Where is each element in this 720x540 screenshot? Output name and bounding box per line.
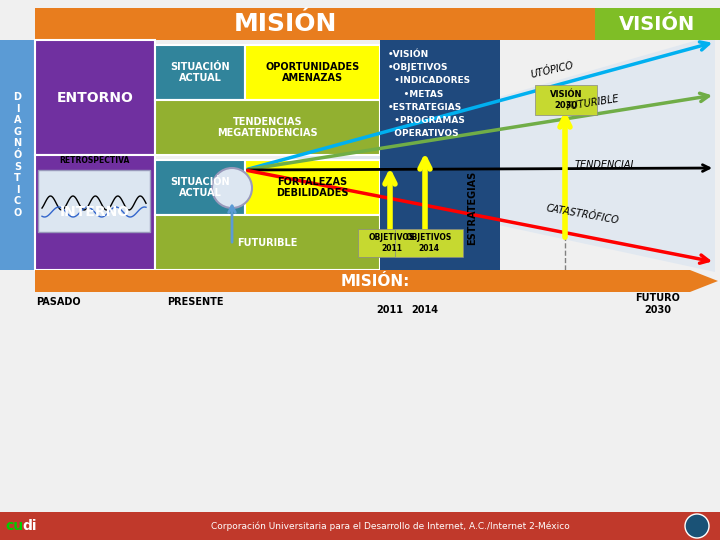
Text: Corporación Universitaria para el Desarrollo de Internet, A.C./Internet 2-México: Corporación Universitaria para el Desarr…: [211, 521, 570, 531]
Text: TENDENCIAL: TENDENCIAL: [575, 160, 637, 170]
Polygon shape: [690, 270, 718, 292]
Text: TENDENCIAS
MEGATENDENCIAS: TENDENCIAS MEGATENDENCIAS: [217, 117, 318, 138]
Text: 2014: 2014: [412, 305, 438, 315]
FancyBboxPatch shape: [35, 8, 595, 40]
Text: SITUACIÓN
ACTUAL: SITUACIÓN ACTUAL: [170, 177, 230, 198]
FancyBboxPatch shape: [155, 215, 380, 270]
FancyBboxPatch shape: [35, 40, 155, 155]
Text: PRESENTE: PRESENTE: [167, 297, 223, 307]
Text: •VISIÓN
•OBJETIVOS
  •INDICADORES
     •METAS
•ESTRATEGIAS
  •PROGRAMAS
  OPERAT: •VISIÓN •OBJETIVOS •INDICADORES •METAS •…: [388, 50, 470, 138]
FancyBboxPatch shape: [0, 512, 720, 540]
FancyBboxPatch shape: [245, 45, 380, 100]
Text: VISIÓN
2030: VISIÓN 2030: [550, 90, 582, 110]
FancyBboxPatch shape: [380, 40, 500, 270]
Text: PASADO: PASADO: [36, 297, 81, 307]
FancyBboxPatch shape: [155, 100, 380, 155]
Text: SITUACIÓN
ACTUAL: SITUACIÓN ACTUAL: [170, 62, 230, 83]
Text: OBJETIVOS
2014: OBJETIVOS 2014: [406, 233, 452, 253]
Text: D
I
A
G
N
Ó
S
T
I
C
O: D I A G N Ó S T I C O: [14, 92, 22, 218]
Text: UTÓPICO: UTÓPICO: [530, 60, 575, 80]
Text: RETROSPECTIVA: RETROSPECTIVA: [59, 156, 129, 165]
Text: INTERNO: INTERNO: [60, 206, 130, 219]
FancyBboxPatch shape: [35, 270, 690, 292]
Circle shape: [685, 514, 709, 538]
Text: CATASTRÓFICO: CATASTRÓFICO: [545, 204, 619, 226]
FancyBboxPatch shape: [35, 155, 155, 270]
FancyBboxPatch shape: [535, 85, 597, 115]
FancyBboxPatch shape: [245, 160, 380, 215]
Text: ENTORNO: ENTORNO: [57, 91, 133, 105]
Text: cu: cu: [5, 519, 23, 533]
Text: VISIÓN: VISIÓN: [619, 15, 695, 33]
FancyBboxPatch shape: [155, 160, 245, 215]
FancyBboxPatch shape: [595, 8, 720, 40]
FancyBboxPatch shape: [155, 45, 245, 100]
Text: FUTURO
2030: FUTURO 2030: [636, 293, 680, 315]
Text: MISIÓN:: MISIÓN:: [341, 273, 410, 288]
Text: MISIÓN: MISIÓN: [233, 12, 337, 36]
Text: FORTALEZAS
DEBILIDADES: FORTALEZAS DEBILIDADES: [276, 177, 348, 198]
Text: OBJETIVOS
2011: OBJETIVOS 2011: [369, 233, 415, 253]
Text: OPORTUNIDADES
AMENAZAS: OPORTUNIDADES AMENAZAS: [266, 62, 359, 83]
FancyBboxPatch shape: [38, 170, 150, 232]
Text: FUTURIBLE: FUTURIBLE: [238, 238, 297, 247]
Text: 2011: 2011: [377, 305, 403, 315]
FancyBboxPatch shape: [395, 229, 463, 257]
Circle shape: [212, 168, 252, 208]
Text: ESTRATEGIAS: ESTRATEGIAS: [467, 171, 477, 245]
FancyBboxPatch shape: [0, 40, 35, 270]
Text: FUTURIBLE: FUTURIBLE: [565, 94, 620, 112]
Text: di: di: [22, 519, 37, 533]
Polygon shape: [245, 35, 715, 272]
FancyBboxPatch shape: [358, 229, 426, 257]
